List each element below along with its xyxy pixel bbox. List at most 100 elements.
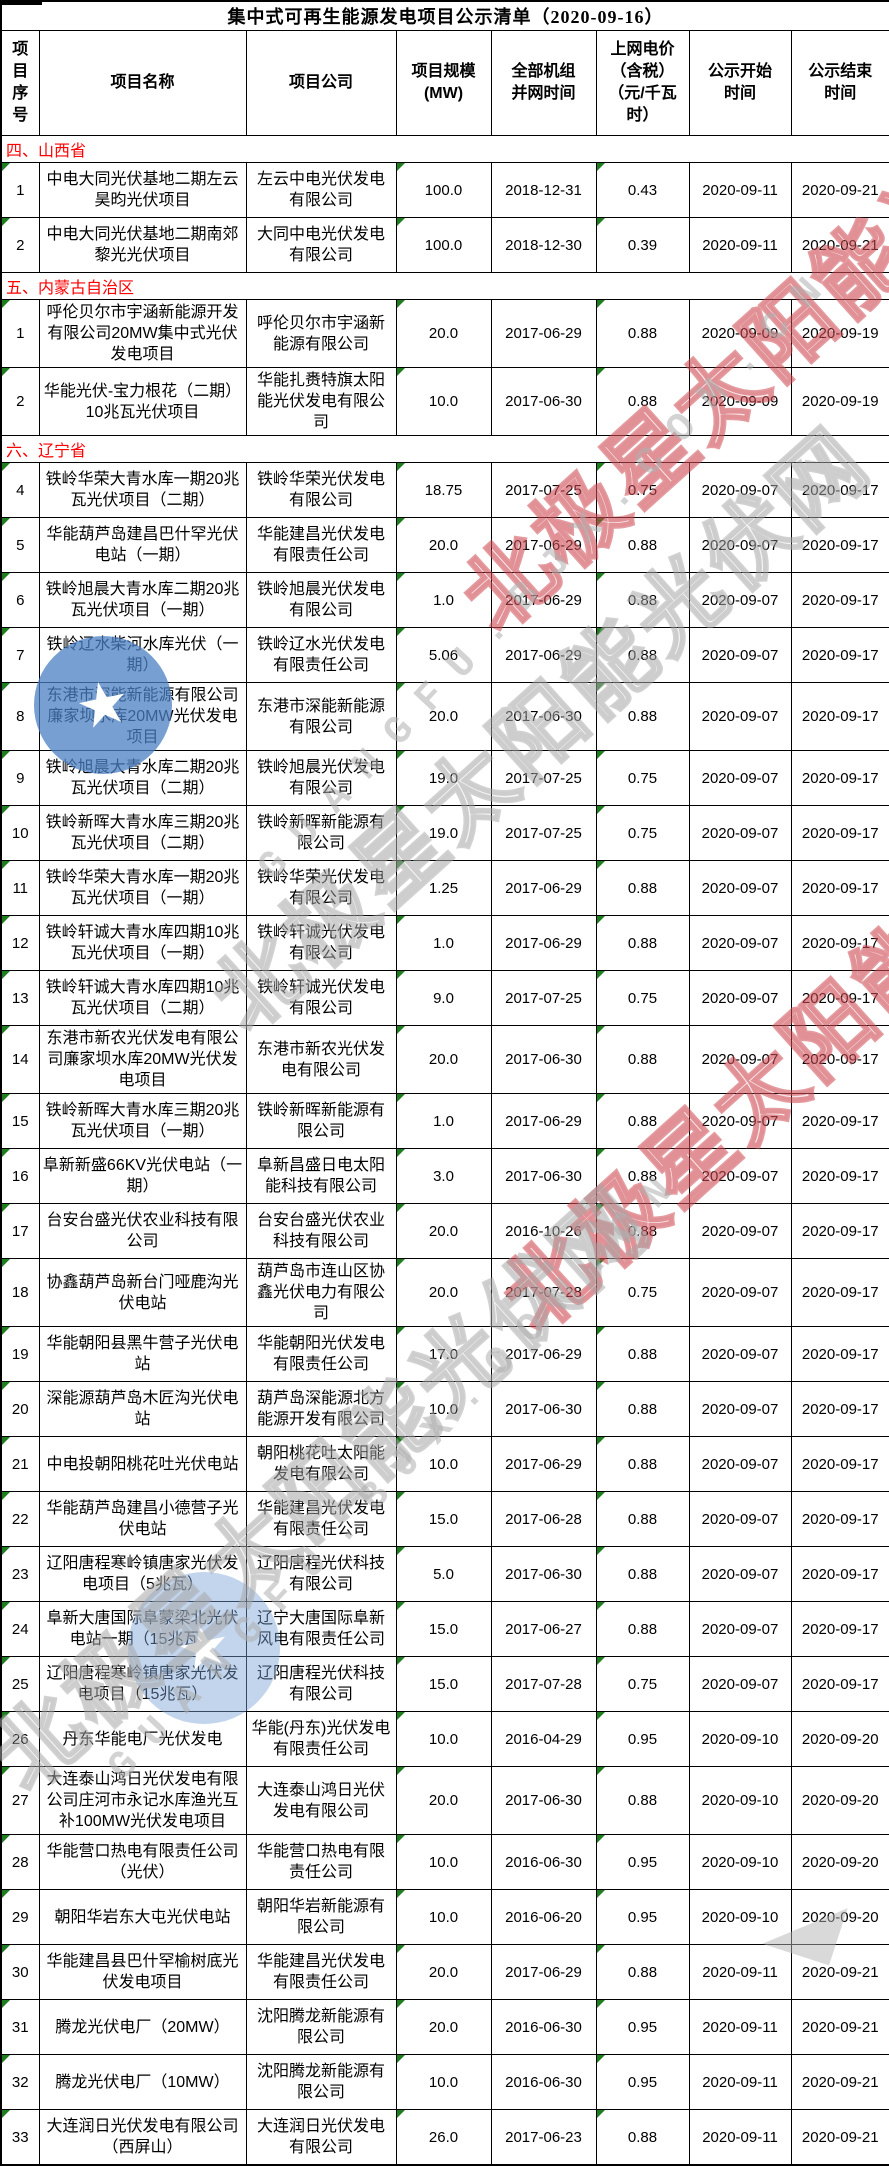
table-row: 24 阜新大唐国际阜蒙梁北光伏电站一期（15兆瓦） 辽宁大唐国际阜新风电有限责任公司… bbox=[0, 1601, 889, 1657]
cell-end-date: 2020-09-21 bbox=[790, 2054, 889, 2110]
cell-price: 0.88 bbox=[595, 1203, 690, 1259]
cell-end-date: 2020-09-17 bbox=[790, 682, 889, 751]
cell-grid-date: 2017-07-28 bbox=[490, 1258, 597, 1327]
cell-grid-date: 2017-06-28 bbox=[490, 1491, 597, 1547]
table-row: 21 中电投朝阳桃花吐光伏电站 朝阳桃花吐太阳能发电有限公司 10.0 2017-06-… bbox=[0, 1436, 889, 1492]
cell-project-name: 大连泰山鸿日光伏发电有限公司庄河市永记水库渔光互补100MW光伏发电项目 bbox=[38, 1766, 247, 1835]
cell-company: 铁岭辽水光伏发电有限责任公司 bbox=[245, 627, 397, 683]
cell-grid-date: 2017-06-30 bbox=[490, 1766, 597, 1835]
table-row: 7 铁岭辽水柴河水库光伏（一期） 铁岭辽水光伏发电有限责任公司 5.06 2017-06… bbox=[0, 627, 889, 683]
table-row: 1 呼伦贝尔市宇涵新能源开发有限公司20MW集中式光伏发电项目 呼伦贝尔市宇涵新能源… bbox=[0, 299, 889, 368]
table-row: 16 阜新新盛66KV光伏电站（一期） 阜新昌盛日电太阳能科技有限公司 3.0 2017… bbox=[0, 1148, 889, 1204]
cell-end-date: 2020-09-17 bbox=[790, 627, 889, 683]
cell-price: 0.75 bbox=[595, 750, 690, 806]
cell-price: 0.88 bbox=[595, 1491, 690, 1547]
table-row: 32 腾龙光伏电厂（10MW） 沈阳腾龙新能源有限公司 10.0 2016-06-30 0… bbox=[0, 2054, 889, 2110]
cell-capacity: 3.0 bbox=[395, 1148, 492, 1204]
cell-grid-date: 2017-06-29 bbox=[490, 860, 597, 916]
cell-end-date: 2020-09-21 bbox=[790, 2109, 889, 2166]
cell-grid-date: 2017-07-25 bbox=[490, 805, 597, 861]
column-header-project-name: 项目名称 bbox=[38, 30, 247, 136]
cell-seq: 6 bbox=[0, 572, 40, 628]
cell-company: 铁岭旭晨光伏发电有限公司 bbox=[245, 572, 397, 628]
table-row: 17 台安台盛光伏农业科技有限公司 台安台盛光伏农业科技有限公司 20.0 2016-1… bbox=[0, 1203, 889, 1259]
cell-end-date: 2020-09-17 bbox=[790, 1601, 889, 1657]
cell-price: 0.88 bbox=[595, 517, 690, 573]
cell-start-date: 2020-09-11 bbox=[688, 162, 792, 218]
cell-start-date: 2020-09-07 bbox=[688, 627, 792, 683]
cell-grid-date: 2017-06-29 bbox=[490, 299, 597, 368]
cell-capacity: 10.0 bbox=[395, 1889, 492, 1945]
cell-start-date: 2020-09-07 bbox=[688, 915, 792, 971]
cell-price: 0.88 bbox=[595, 1601, 690, 1657]
cell-company: 铁岭轩诚光伏发电有限公司 bbox=[245, 970, 397, 1026]
table-row: 10 铁岭新晖大青水库三期20兆瓦光伏项目（二期） 铁岭新晖新能源有限公司 19.0 2… bbox=[0, 805, 889, 861]
cell-end-date: 2020-09-17 bbox=[790, 1326, 889, 1382]
cell-capacity: 20.0 bbox=[395, 517, 492, 573]
cell-end-date: 2020-09-17 bbox=[790, 1491, 889, 1547]
cell-project-name: 辽阳唐程寒岭镇唐家光伏发电项目（5兆瓦） bbox=[38, 1546, 247, 1602]
cell-end-date: 2020-09-17 bbox=[790, 462, 889, 518]
cell-seq: 19 bbox=[0, 1326, 40, 1382]
cell-price: 0.75 bbox=[595, 805, 690, 861]
cell-grid-date: 2017-06-27 bbox=[490, 1601, 597, 1657]
cell-seq: 5 bbox=[0, 517, 40, 573]
cell-company: 铁岭华荣光伏发电有限公司 bbox=[245, 860, 397, 916]
cell-grid-date: 2017-06-30 bbox=[490, 1381, 597, 1437]
cell-project-name: 华能建昌县巴什罕榆树底光伏发电项目 bbox=[38, 1944, 247, 2000]
cell-grid-date: 2016-06-30 bbox=[490, 1834, 597, 1890]
cell-start-date: 2020-09-07 bbox=[688, 1381, 792, 1437]
cell-capacity: 20.0 bbox=[395, 1025, 492, 1094]
cell-seq: 26 bbox=[0, 1711, 40, 1767]
cell-capacity: 15.0 bbox=[395, 1656, 492, 1712]
cell-start-date: 2020-09-10 bbox=[688, 1889, 792, 1945]
table-row: 31 腾龙光伏电厂（20MW） 沈阳腾龙新能源有限公司 20.0 2016-06-30 0… bbox=[0, 1999, 889, 2055]
cell-end-date: 2020-09-21 bbox=[790, 1999, 889, 2055]
cell-start-date: 2020-09-11 bbox=[688, 2109, 792, 2166]
cell-grid-date: 2017-06-29 bbox=[490, 517, 597, 573]
cell-company: 阜新昌盛日电太阳能科技有限公司 bbox=[245, 1148, 397, 1204]
cell-end-date: 2020-09-17 bbox=[790, 572, 889, 628]
cell-price: 0.88 bbox=[595, 1944, 690, 2000]
cell-capacity: 20.0 bbox=[395, 682, 492, 751]
table-row: 8 东港市深能新能源有限公司廉家坝水库20MW光伏发电项目 东港市深能新能源有限公司… bbox=[0, 682, 889, 751]
cell-end-date: 2020-09-17 bbox=[790, 915, 889, 971]
cell-capacity: 9.0 bbox=[395, 970, 492, 1026]
cell-company: 葫芦岛深能源北方能源开发有限公司 bbox=[245, 1381, 397, 1437]
table-row: 22 华能葫芦岛建昌小德营子光伏电站 华能建昌光伏发电有限责任公司 15.0 2017-… bbox=[0, 1491, 889, 1547]
cell-project-name: 铁岭华荣大青水库一期20兆瓦光伏项目（二期） bbox=[38, 462, 247, 518]
cell-start-date: 2020-09-07 bbox=[688, 517, 792, 573]
cell-capacity: 20.0 bbox=[395, 1999, 492, 2055]
cell-start-date: 2020-09-07 bbox=[688, 805, 792, 861]
column-header-capacity: 项目规模(MW) bbox=[395, 30, 492, 136]
cell-seq: 12 bbox=[0, 915, 40, 971]
cell-grid-date: 2017-06-30 bbox=[490, 1148, 597, 1204]
cell-seq: 24 bbox=[0, 1601, 40, 1657]
corner-artifact bbox=[0, 0, 42, 5]
cell-project-name: 铁岭华荣大青水库一期20兆瓦光伏项目（一期） bbox=[38, 860, 247, 916]
cell-price: 0.39 bbox=[595, 217, 690, 273]
section-row: 六、辽宁省 bbox=[0, 435, 889, 463]
cell-seq: 21 bbox=[0, 1436, 40, 1492]
cell-end-date: 2020-09-17 bbox=[790, 1258, 889, 1327]
cell-company: 沈阳腾龙新能源有限公司 bbox=[245, 2054, 397, 2110]
cell-end-date: 2020-09-20 bbox=[790, 1834, 889, 1890]
cell-capacity: 10.0 bbox=[395, 1381, 492, 1437]
cell-end-date: 2020-09-19 bbox=[790, 299, 889, 368]
cell-project-name: 呼伦贝尔市宇涵新能源开发有限公司20MW集中式光伏发电项目 bbox=[38, 299, 247, 368]
cell-price: 0.88 bbox=[595, 1148, 690, 1204]
cell-grid-date: 2017-06-30 bbox=[490, 367, 597, 436]
cell-project-name: 铁岭新晖大青水库三期20兆瓦光伏项目（二期） bbox=[38, 805, 247, 861]
cell-start-date: 2020-09-10 bbox=[688, 1766, 792, 1835]
cell-price: 0.88 bbox=[595, 915, 690, 971]
cell-end-date: 2020-09-17 bbox=[790, 860, 889, 916]
cell-seq: 28 bbox=[0, 1834, 40, 1890]
cell-end-date: 2020-09-20 bbox=[790, 1766, 889, 1835]
cell-project-name: 辽阳唐程寒岭镇唐家光伏发电项目（15兆瓦） bbox=[38, 1656, 247, 1712]
cell-end-date: 2020-09-17 bbox=[790, 970, 889, 1026]
cell-company: 大连润日光伏发电有限公司 bbox=[245, 2109, 397, 2166]
cell-price: 0.88 bbox=[595, 1546, 690, 1602]
cell-project-name: 华能朝阳县黑牛营子光伏电站 bbox=[38, 1326, 247, 1382]
section-label: 五、内蒙古自治区 bbox=[0, 272, 889, 300]
cell-seq: 16 bbox=[0, 1148, 40, 1204]
